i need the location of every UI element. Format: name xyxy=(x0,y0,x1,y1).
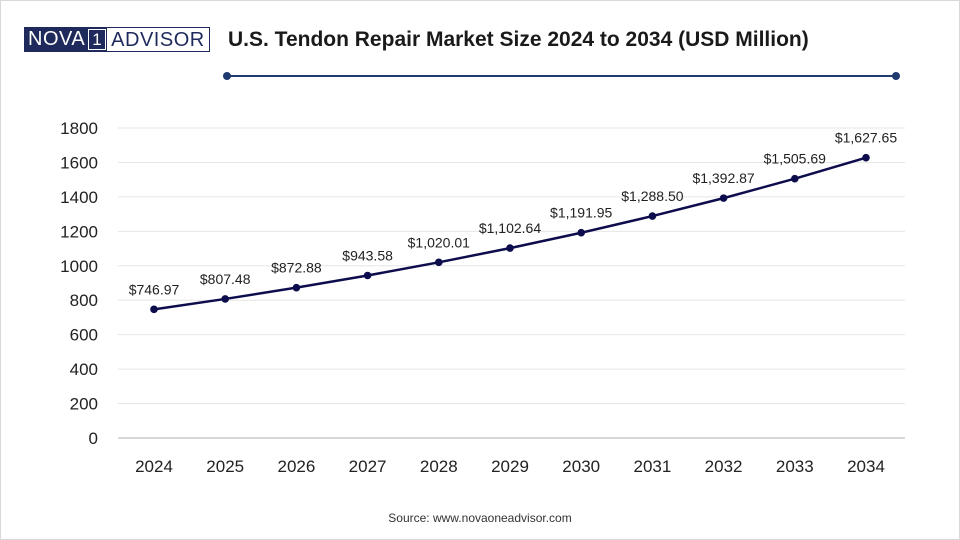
data-label: $1,102.64 xyxy=(479,220,541,236)
logo-one-text: 1 xyxy=(88,29,107,50)
x-tick-label: 2030 xyxy=(562,457,600,476)
y-tick-label: 400 xyxy=(70,360,98,379)
y-tick-label: 1400 xyxy=(60,188,98,207)
data-label: $1,191.95 xyxy=(550,205,612,221)
logo-advisor-text: ADVISOR xyxy=(107,27,210,52)
data-point xyxy=(363,271,372,280)
title-underline-left-dot xyxy=(223,72,231,80)
data-point xyxy=(577,228,585,237)
data-label: $1,020.01 xyxy=(408,234,470,250)
x-tick-label: 2027 xyxy=(349,457,387,476)
y-tick-label: 1000 xyxy=(60,257,98,276)
data-label: $1,505.69 xyxy=(764,151,826,167)
x-tick-label: 2034 xyxy=(847,457,885,476)
x-tick-label: 2032 xyxy=(705,457,743,476)
x-tick-label: 2031 xyxy=(633,457,671,476)
title-underline-right-dot xyxy=(892,72,900,80)
x-tick-label: 2025 xyxy=(206,457,244,476)
data-label: $807.48 xyxy=(200,271,251,287)
data-point xyxy=(648,212,657,220)
chart-title: U.S. Tendon Repair Market Size 2024 to 2… xyxy=(228,28,809,51)
x-tick-label: 2026 xyxy=(277,457,315,476)
data-label: $1,392.87 xyxy=(692,170,754,186)
source-note: Source: www.novaoneadvisor.com xyxy=(388,511,572,525)
data-point xyxy=(506,244,514,252)
y-tick-label: 800 xyxy=(70,291,98,310)
y-tick-label: 600 xyxy=(70,326,98,345)
y-tick-label: 200 xyxy=(70,395,98,414)
data-point xyxy=(862,153,870,162)
novaoneadvisor-logo: NOVA 1 ADVISOR xyxy=(24,27,210,52)
data-label: $1,288.50 xyxy=(621,188,683,204)
data-point xyxy=(791,174,799,183)
x-tick-label: 2028 xyxy=(420,457,458,476)
y-tick-label: 0 xyxy=(89,429,98,448)
data-point xyxy=(719,194,728,202)
data-point xyxy=(435,258,443,267)
y-tick-label: 1800 xyxy=(60,119,98,138)
logo-nova-text: NOVA xyxy=(24,27,88,52)
x-tick-label: 2033 xyxy=(776,457,814,476)
y-tick-label: 1200 xyxy=(60,222,98,241)
data-label: $746.97 xyxy=(129,281,180,297)
x-tick-label: 2029 xyxy=(491,457,529,476)
data-label: $1,627.65 xyxy=(835,130,897,146)
data-label: $943.58 xyxy=(342,247,393,263)
data-label: $872.88 xyxy=(271,260,322,276)
data-point xyxy=(150,305,158,314)
logo-one-box: 1 xyxy=(87,27,108,52)
data-point xyxy=(292,283,301,292)
x-tick-label: 2024 xyxy=(135,457,173,476)
y-tick-label: 1600 xyxy=(60,153,98,172)
data-point xyxy=(221,295,229,303)
